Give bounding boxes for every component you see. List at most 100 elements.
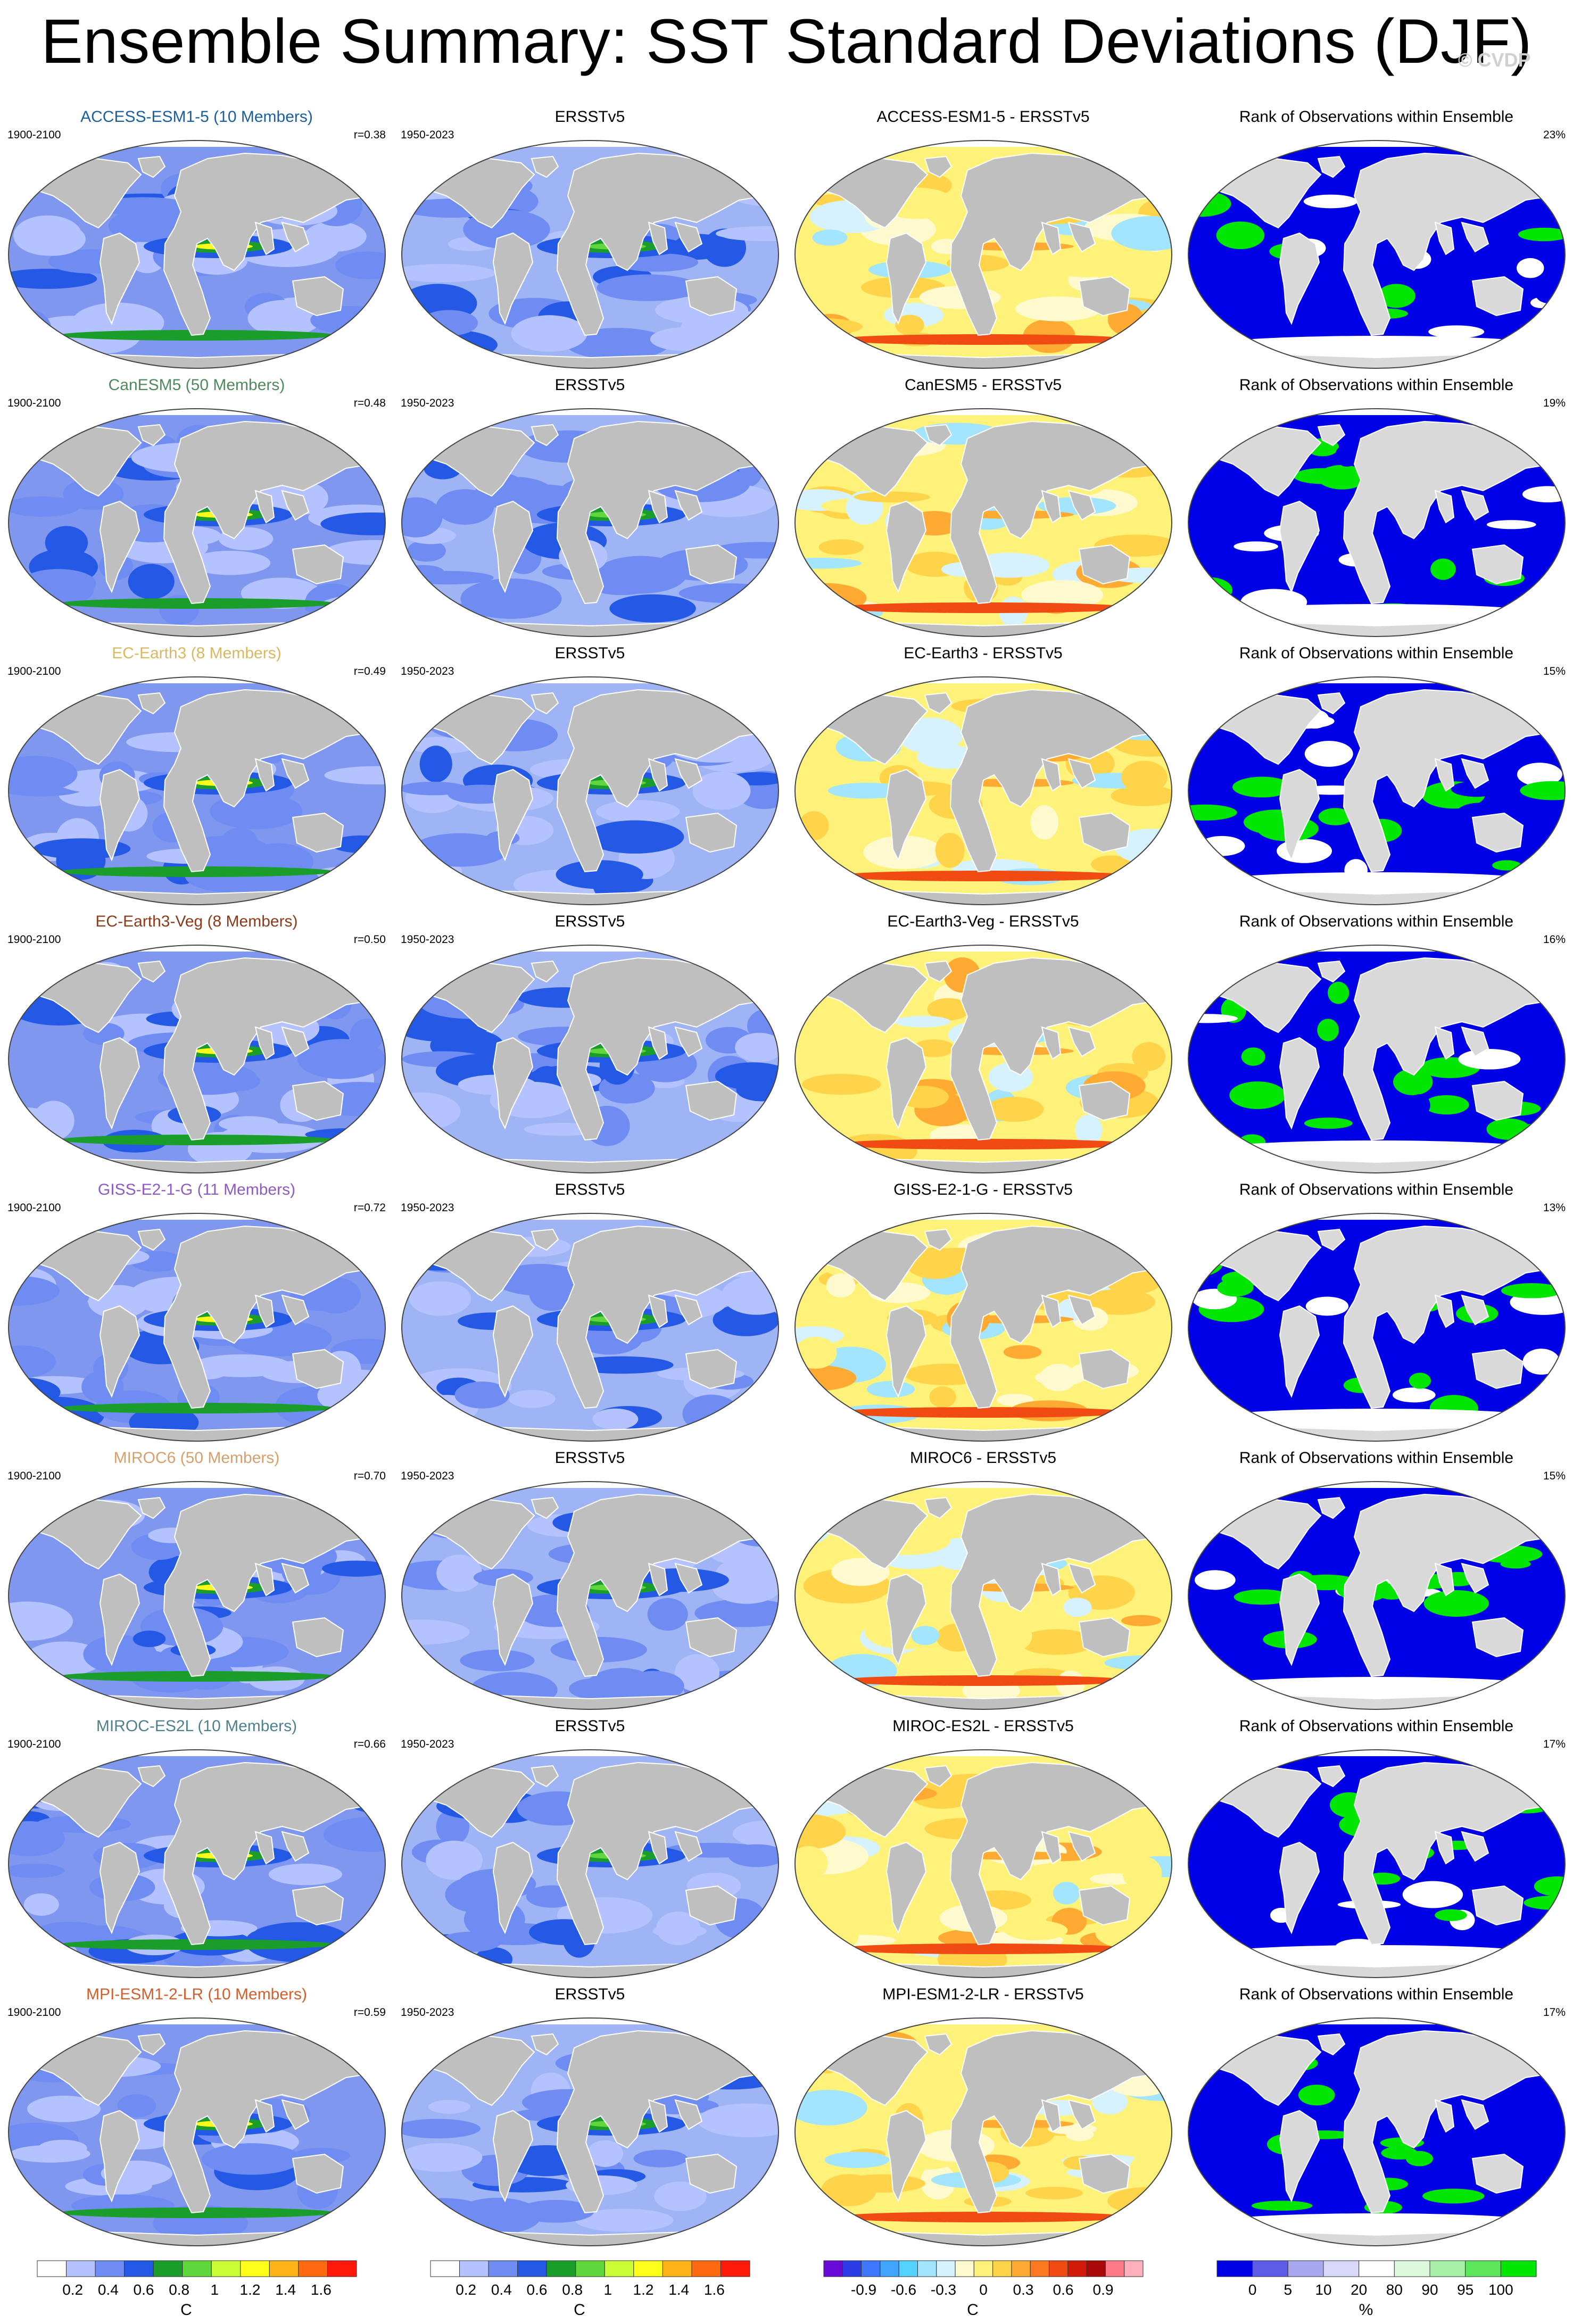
stddev-model-tick-label: 1.6: [311, 2281, 332, 2298]
diff-swatch: [917, 2260, 937, 2277]
miroc-es2l-model-panel: MIROC-ES2L (10 Members) 1900-2100 r=0.66: [0, 1714, 393, 1982]
rank-map: [1188, 945, 1566, 1173]
rank-percent: 17%: [1543, 1738, 1566, 1750]
rank-swatch: [1394, 2260, 1430, 2277]
stddev-obs-swatch: [691, 2260, 721, 2277]
rank-colorbar: 0 5 10 20 80 90 95 100%: [1180, 2256, 1573, 2320]
rank-title: Rank of Observations within Ensemble: [1239, 108, 1514, 126]
rank-swatch: [1465, 2260, 1501, 2277]
model-period: 1900-2100: [7, 933, 61, 946]
rank-percent: 23%: [1543, 129, 1566, 141]
diff-map: [794, 945, 1172, 1173]
canesm5-model-panel: CanESM5 (50 Members) 1900-2100 r=0.48: [0, 373, 393, 641]
obs-period: 1950-2023: [401, 2006, 454, 2019]
pattern-correlation: r=0.66: [353, 1738, 386, 1750]
rank-tick-label: 10: [1315, 2281, 1331, 2298]
miroc6-obs-panel: ERSSTv5 1950-2023: [393, 1445, 787, 1714]
rank-title: Rank of Observations within Ensemble: [1239, 1717, 1514, 1735]
pattern-correlation: r=0.49: [353, 665, 386, 677]
obs-map: [401, 1749, 779, 1978]
stddev-model-tick-label: 1: [211, 2281, 219, 2298]
diff-swatch: [1049, 2260, 1069, 2277]
diff-swatch: [898, 2260, 918, 2277]
model-period: 1900-2100: [7, 397, 61, 409]
stddev-obs-swatch: [633, 2260, 663, 2277]
giss-e2-1-g-diff-panel: GISS-E2-1-G - ERSSTv5: [787, 1177, 1180, 1445]
stddev-obs-swatch: [459, 2260, 489, 2277]
model-title: MIROC6 (50 Members): [113, 1449, 280, 1467]
stddev-model-swatch: [124, 2260, 154, 2277]
diff-tick-label: 0: [979, 2281, 988, 2298]
miroc6-diff-panel: MIROC6 - ERSSTv5: [787, 1445, 1180, 1714]
obs-map: [401, 1481, 779, 1710]
mpi-esm1-2-lr-diff-panel: MPI-ESM1-2-LR - ERSSTv5: [787, 1982, 1180, 2250]
stddev-obs-tick-label: 1.6: [704, 2281, 725, 2298]
obs-period: 1950-2023: [401, 129, 454, 141]
access-esm1-5-diff-panel: ACCESS-ESM1-5 - ERSSTv5: [787, 104, 1180, 373]
diff-map: [794, 676, 1172, 905]
rank-map: [1188, 676, 1566, 905]
rank-percent: 15%: [1543, 665, 1566, 677]
stddev-model-tick-label: 0.8: [169, 2281, 189, 2298]
giss-e2-1-g-obs-panel: ERSSTv5 1950-2023: [393, 1177, 787, 1445]
stddev-model-swatch: [37, 2260, 67, 2277]
rank-map: [1188, 140, 1566, 369]
stddev-obs-swatch: [662, 2260, 692, 2277]
diff-title: ACCESS-ESM1-5 - ERSSTv5: [876, 108, 1090, 126]
rank-swatch: [1323, 2260, 1360, 2277]
model-map: [8, 1481, 386, 1710]
stddev-obs-tick-label: 0.8: [562, 2281, 583, 2298]
obs-period: 1950-2023: [401, 665, 454, 677]
stddev-model-unit-label: C: [180, 2301, 192, 2319]
obs-map: [401, 140, 779, 369]
figure-title: Ensemble Summary: SST Standard Deviation…: [41, 6, 1532, 77]
model-map: [8, 2017, 386, 2246]
diff-colorbar: -0.9 -0.6 -0.3 0 0.3 0.6 0.9 C: [787, 2256, 1180, 2320]
rank-title: Rank of Observations within Ensemble: [1239, 1181, 1514, 1198]
stddev-colorbar-obs: 0.2 0.4 0.6 0.8 1 1.2 1.4 1.6 C: [393, 2256, 787, 2320]
stddev-obs-swatch: [430, 2260, 460, 2277]
obs-map: [401, 1213, 779, 1442]
stddev-model-tick-label: 1.4: [275, 2281, 296, 2298]
diff-tick-label: -0.3: [931, 2281, 956, 2298]
ec-earth3-veg-model-panel: EC-Earth3-Veg (8 Members) 1900-2100 r=0.50: [0, 909, 393, 1177]
diff-swatch: [1067, 2260, 1087, 2277]
pattern-correlation: r=0.48: [353, 397, 386, 409]
model-map: [8, 1213, 386, 1442]
rank-percent: 17%: [1543, 2006, 1566, 2019]
pattern-correlation: r=0.50: [353, 933, 386, 946]
obs-title: ERSSTv5: [554, 1449, 625, 1467]
mpi-esm1-2-lr-rank-panel: Rank of Observations within Ensemble 17%: [1180, 1982, 1573, 2250]
obs-period: 1950-2023: [401, 1470, 454, 1482]
rank-colorbar-svg: 0 5 10 20 80 90 95 100%: [1216, 2260, 1537, 2319]
giss-e2-1-g-rank-panel: Rank of Observations within Ensemble 13%: [1180, 1177, 1573, 1445]
diff-swatch: [1086, 2260, 1106, 2277]
obs-title: ERSSTv5: [554, 1717, 625, 1735]
stddev-model-tick-label: 0.6: [134, 2281, 154, 2298]
diff-swatch: [955, 2260, 974, 2277]
rank-tick-label: 0: [1248, 2281, 1257, 2298]
obs-map: [401, 408, 779, 637]
rank-title: Rank of Observations within Ensemble: [1239, 913, 1514, 930]
diff-tick-label: 0.9: [1093, 2281, 1114, 2298]
rank-tick-label: 5: [1284, 2281, 1293, 2298]
stddev-model-swatch: [211, 2260, 241, 2277]
diff-swatch: [1030, 2260, 1050, 2277]
stddev-model-swatch: [66, 2260, 96, 2277]
rank-swatch: [1359, 2260, 1395, 2277]
pattern-correlation: r=0.59: [353, 2006, 386, 2019]
ec-earth3-model-panel: EC-Earth3 (8 Members) 1900-2100 r=0.49: [0, 641, 393, 909]
model-map: [8, 676, 386, 905]
model-period: 1900-2100: [7, 1202, 61, 1214]
rank-tick-label: 100: [1488, 2281, 1513, 2298]
diff-unit-label: C: [967, 2301, 979, 2319]
stddev-obs-swatch: [546, 2260, 576, 2277]
rank-swatch: [1287, 2260, 1324, 2277]
stddev-obs-tick-label: 1.4: [668, 2281, 689, 2298]
stddev-obs-swatch: [720, 2260, 750, 2277]
obs-period: 1950-2023: [401, 933, 454, 946]
stddev-model-swatch: [95, 2260, 125, 2277]
model-period: 1900-2100: [7, 1738, 61, 1750]
diff-swatch: [973, 2260, 994, 2277]
obs-map: [401, 2017, 779, 2246]
